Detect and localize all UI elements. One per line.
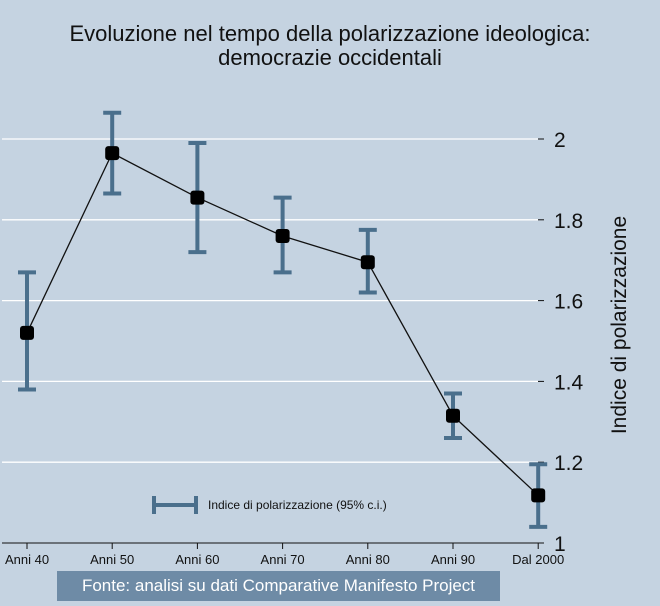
data-point	[531, 488, 546, 503]
chart-subtitle: democrazie occidentali	[218, 45, 442, 70]
data-point	[20, 325, 34, 340]
y-tick-label: 2	[554, 129, 566, 152]
x-tick-label: Anni 80	[346, 552, 390, 567]
x-tick-label: Anni 90	[431, 552, 475, 567]
x-tick-label: Anni 70	[261, 552, 305, 567]
chart-title: Evoluzione nel tempo della polarizzazion…	[69, 21, 591, 46]
legend: Indice di polarizzazione (95% c.i.)	[152, 496, 387, 514]
data-point	[105, 146, 120, 161]
data-point	[190, 190, 205, 205]
data-point	[446, 408, 460, 423]
y-tick-label: 1.2	[554, 452, 583, 475]
x-tick-label: Anni 50	[90, 552, 134, 567]
y-tick-label: 1.8	[554, 210, 583, 233]
legend-label: Indice di polarizzazione (95% c.i.)	[208, 498, 387, 512]
y-tick-label: 1.6	[554, 291, 583, 314]
y-axis-title: Indice di polarizzazione	[608, 215, 631, 435]
x-tick-label: Anni 40	[5, 552, 49, 567]
data-point	[275, 228, 290, 243]
y-tick-label: 1.4	[554, 371, 584, 394]
x-tick-label: Dal 2000	[512, 552, 564, 567]
data-point	[360, 255, 375, 270]
source-note: Fonte: analisi su dati Comparative Manif…	[57, 571, 500, 601]
x-tick-label: Anni 60	[175, 552, 219, 567]
y-tick-label: 1	[554, 533, 566, 556]
